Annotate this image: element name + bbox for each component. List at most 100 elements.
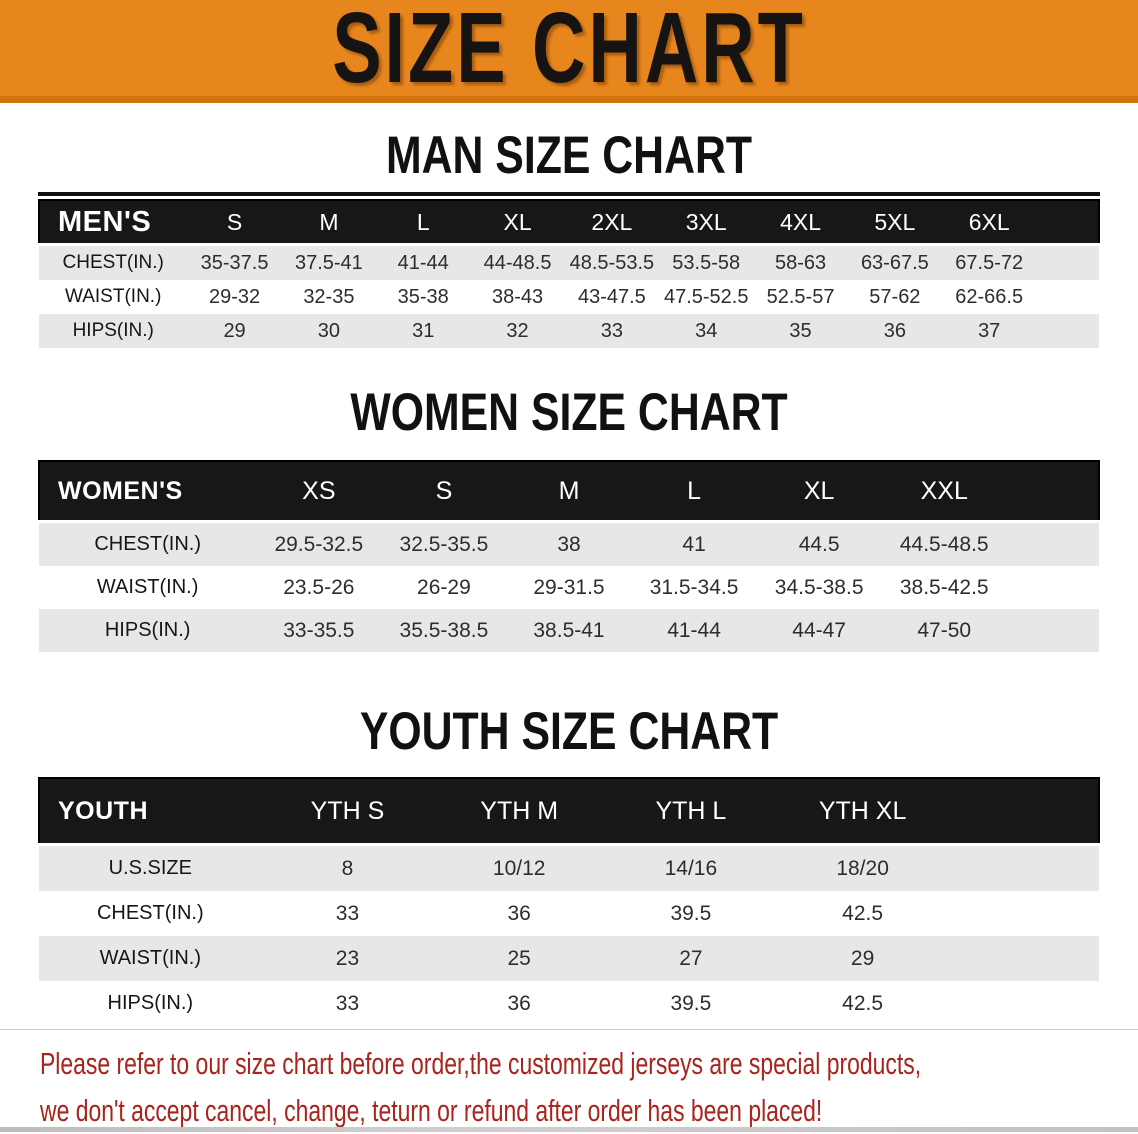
women-size-col: XXL — [881, 461, 1007, 522]
size-value: 33-35.5 — [256, 609, 382, 652]
women-size-table: WOMEN'S XS S M L XL XXL CHEST(IN.) 29.5-… — [38, 460, 1100, 652]
spacer-cell — [948, 891, 1099, 936]
women-corner-label: WOMEN'S — [39, 461, 257, 522]
size-value: 33 — [261, 891, 434, 936]
size-value: 8 — [261, 844, 434, 891]
men-size-col: L — [376, 200, 471, 245]
size-value: 35-37.5 — [187, 244, 282, 280]
spacer-cell — [948, 981, 1099, 1026]
size-value: 33 — [261, 981, 434, 1026]
size-value: 35-38 — [376, 280, 471, 314]
size-value: 26-29 — [381, 566, 507, 609]
men-size-col: 3XL — [659, 200, 754, 245]
size-value: 30 — [281, 314, 377, 348]
women-size-col: XS — [256, 461, 382, 522]
order-disclaimer: Please refer to our size chart before or… — [40, 1040, 1138, 1134]
women-size-col: XL — [756, 461, 882, 522]
row-label: HIPS(IN.) — [39, 609, 257, 652]
youth-size-col: YTH XL — [776, 778, 949, 845]
size-value: 42.5 — [776, 891, 949, 936]
size-value: 29.5-32.5 — [256, 521, 382, 566]
size-value: 23.5-26 — [256, 566, 382, 609]
men-size-col: 6XL — [942, 200, 1037, 245]
size-value: 23 — [261, 936, 434, 981]
size-value: 29-32 — [187, 280, 282, 314]
youth-size-col: YTH L — [605, 778, 777, 845]
size-value: 36 — [847, 314, 943, 348]
men-chest-row: CHEST(IN.) 35-37.5 37.5-41 41-44 44-48.5… — [39, 244, 1099, 280]
size-value: 37.5-41 — [281, 244, 377, 280]
row-label: CHEST(IN.) — [39, 521, 257, 566]
men-size-col: XL — [470, 200, 565, 245]
size-value: 53.5-58 — [659, 244, 754, 280]
size-value: 27 — [605, 936, 777, 981]
size-value: 35.5-38.5 — [381, 609, 507, 652]
men-section-heading: MAN SIZE CHART — [385, 125, 752, 185]
women-header-row: WOMEN'S XS S M L XL XXL — [39, 461, 1099, 522]
size-value: 44-47 — [756, 609, 882, 652]
disclaimer-line-2: we don't accept cancel, change, teturn o… — [40, 1093, 823, 1128]
women-chest-row: CHEST(IN.) 29.5-32.5 32.5-35.5 38 41 44.… — [39, 521, 1099, 566]
size-value: 36 — [433, 891, 606, 936]
size-value: 52.5-57 — [753, 280, 848, 314]
men-hips-row: HIPS(IN.) 29 30 31 32 33 34 35 36 37 — [39, 314, 1099, 348]
youth-size-table-wrap: YOUTH YTH S YTH M YTH L YTH XL U.S.SIZE … — [38, 777, 1100, 1026]
size-value: 63-67.5 — [847, 244, 943, 280]
size-value: 62-66.5 — [942, 280, 1037, 314]
size-value: 41-44 — [376, 244, 471, 280]
size-value: 58-63 — [753, 244, 848, 280]
women-size-col: L — [631, 461, 757, 522]
men-size-col: S — [187, 200, 282, 245]
men-size-col: 2XL — [564, 200, 660, 245]
men-waist-row: WAIST(IN.) 29-32 32-35 35-38 38-43 43-47… — [39, 280, 1099, 314]
spacer-cell — [948, 936, 1099, 981]
size-value: 29 — [776, 936, 949, 981]
men-size-col: 5XL — [847, 200, 943, 245]
size-value: 42.5 — [776, 981, 949, 1026]
women-size-col: M — [506, 461, 632, 522]
size-value: 44-48.5 — [470, 244, 565, 280]
row-label: WAIST(IN.) — [39, 280, 188, 314]
youth-hips-row: HIPS(IN.) 33 36 39.5 42.5 — [39, 981, 1099, 1026]
row-label: WAIST(IN.) — [39, 936, 262, 981]
spacer-cell — [1006, 566, 1099, 609]
spacer-cell — [1036, 244, 1099, 280]
youth-header-row: YOUTH YTH S YTH M YTH L YTH XL — [39, 778, 1099, 845]
men-table-top-rule — [38, 192, 1100, 196]
men-size-col: 4XL — [753, 200, 848, 245]
size-value: 32-35 — [281, 280, 377, 314]
youth-chest-row: CHEST(IN.) 33 36 39.5 42.5 — [39, 891, 1099, 936]
size-value: 38.5-41 — [506, 609, 632, 652]
bottom-edge-strip — [0, 1127, 1138, 1132]
size-value: 29-31.5 — [506, 566, 632, 609]
size-value: 34 — [659, 314, 754, 348]
spacer-cell — [1036, 280, 1099, 314]
size-value: 39.5 — [605, 981, 777, 1026]
men-size-col: M — [281, 200, 377, 245]
youth-corner-label: YOUTH — [39, 778, 262, 845]
row-label: CHEST(IN.) — [39, 244, 188, 280]
size-value: 33 — [564, 314, 660, 348]
youth-size-table: YOUTH YTH S YTH M YTH L YTH XL U.S.SIZE … — [38, 777, 1100, 1026]
size-value: 37 — [942, 314, 1037, 348]
spacer-cell — [1006, 609, 1099, 652]
size-value: 47.5-52.5 — [659, 280, 754, 314]
spacer-cell — [948, 778, 1099, 845]
women-size-table-wrap: WOMEN'S XS S M L XL XXL CHEST(IN.) 29.5-… — [38, 460, 1100, 652]
youth-section-heading: YOUTH SIZE CHART — [359, 701, 779, 761]
disclaimer-line-1: Please refer to our size chart before or… — [40, 1046, 922, 1081]
size-value: 10/12 — [433, 844, 606, 891]
size-value: 43-47.5 — [564, 280, 660, 314]
size-value: 31.5-34.5 — [631, 566, 757, 609]
size-value: 38.5-42.5 — [881, 566, 1007, 609]
men-header-row: MEN'S S M L XL 2XL 3XL 4XL 5XL 6XL — [39, 200, 1099, 245]
women-size-col: S — [381, 461, 507, 522]
spacer-cell — [948, 844, 1099, 891]
spacer-cell — [1006, 521, 1099, 566]
row-label: WAIST(IN.) — [39, 566, 257, 609]
row-label: U.S.SIZE — [39, 844, 262, 891]
youth-waist-row: WAIST(IN.) 23 25 27 29 — [39, 936, 1099, 981]
size-value: 35 — [753, 314, 848, 348]
women-waist-row: WAIST(IN.) 23.5-26 26-29 29-31.5 31.5-34… — [39, 566, 1099, 609]
